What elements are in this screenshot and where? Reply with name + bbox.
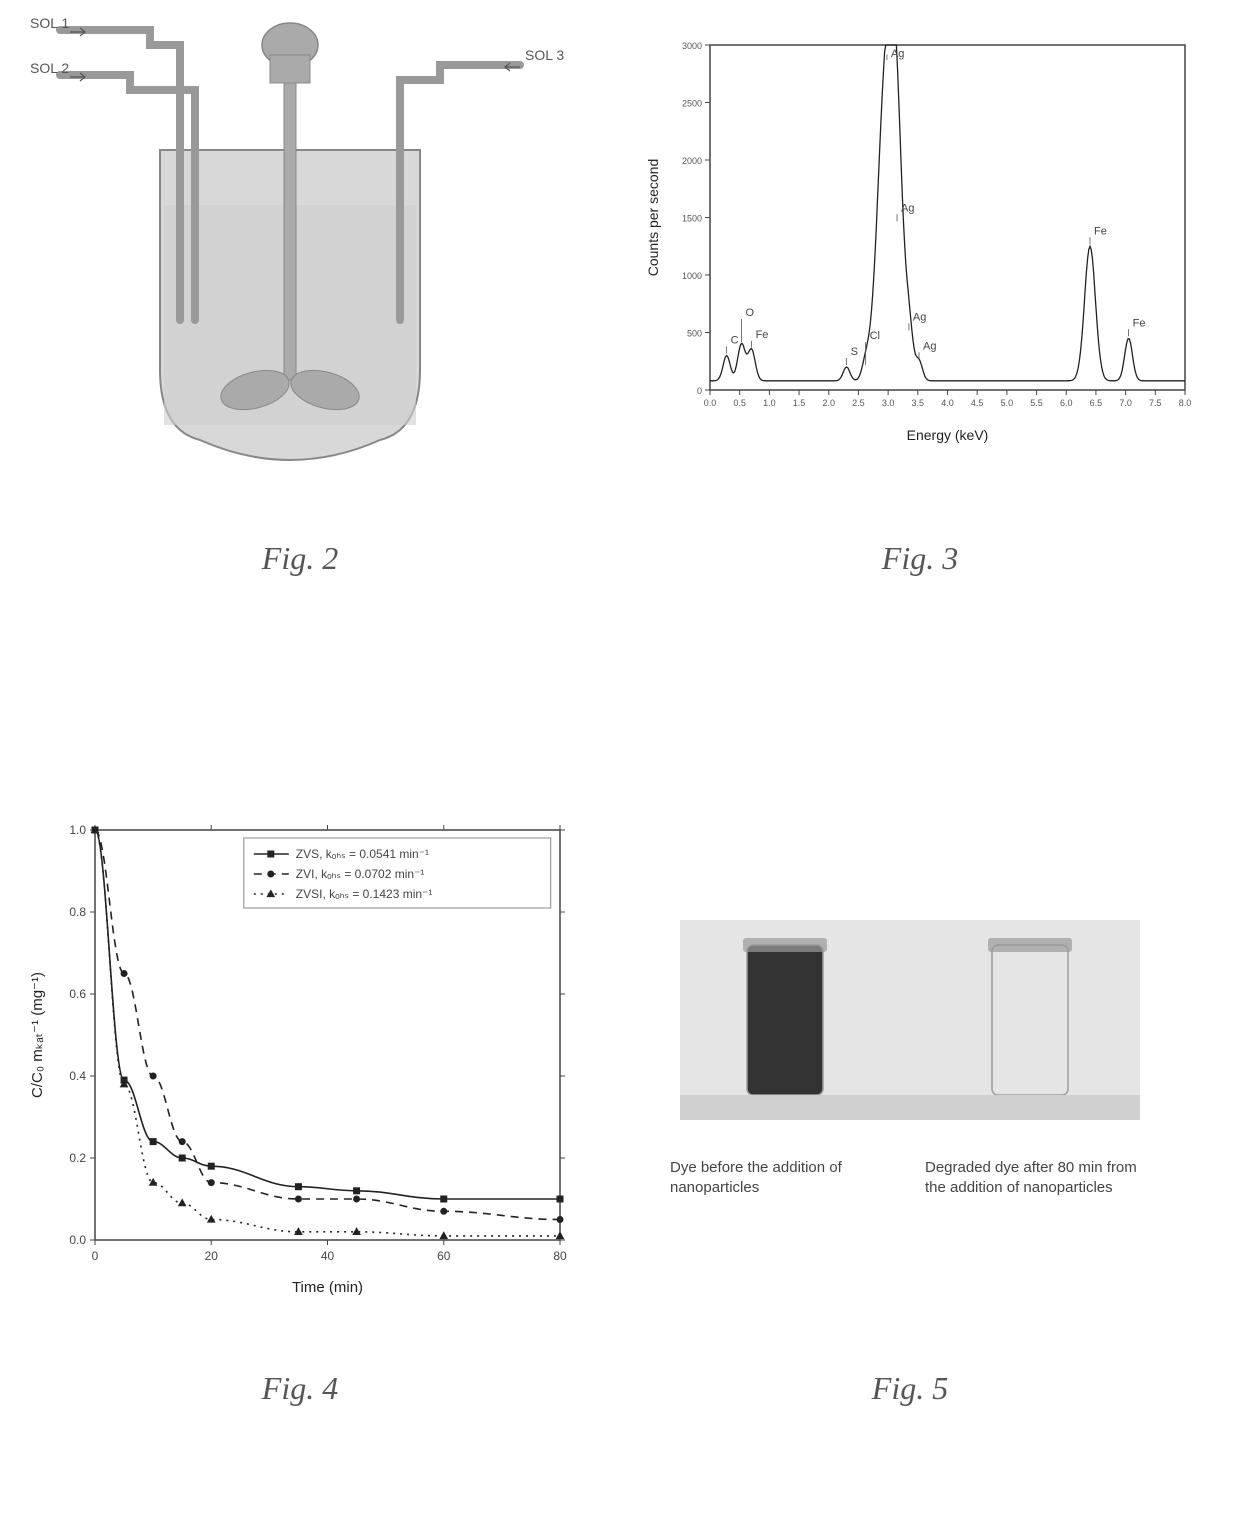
fig2-diagram: SOL 1 SOL 2 SOL 3: [20, 0, 580, 480]
svg-text:Counts per second: Counts per second: [645, 159, 661, 277]
svg-text:0: 0: [92, 1249, 99, 1263]
svg-text:0.8: 0.8: [69, 905, 86, 919]
fig5-panel: Dye before the addition of nanoparticles…: [650, 900, 1170, 1300]
svg-text:0.6: 0.6: [69, 987, 86, 1001]
svg-text:5.0: 5.0: [1001, 398, 1014, 408]
svg-text:7.5: 7.5: [1149, 398, 1162, 408]
svg-text:0.0: 0.0: [69, 1233, 86, 1247]
svg-text:60: 60: [437, 1249, 451, 1263]
svg-text:SOL 3: SOL 3: [525, 47, 564, 63]
svg-text:4.5: 4.5: [971, 398, 984, 408]
svg-text:SOL 1: SOL 1: [30, 15, 69, 31]
fig3-panel: 0 500 1000 1500 2000 2500 3000 0.0 0.5 1.0 1.5 2.0 2…: [640, 30, 1200, 480]
svg-text:Ag: Ag: [913, 312, 926, 324]
svg-text:Ag: Ag: [891, 48, 904, 60]
svg-text:40: 40: [321, 1249, 335, 1263]
svg-text:Energy (keV): Energy (keV): [907, 427, 989, 443]
fig5-caption: Fig. 5: [650, 1370, 1170, 1407]
svg-text:SOL 2: SOL 2: [30, 60, 69, 76]
svg-text:0: 0: [697, 386, 702, 396]
svg-text:C/C₀ mₖₐₜ⁻¹ (mg⁻¹): C/C₀ mₖₐₜ⁻¹ (mg⁻¹): [29, 972, 46, 1098]
svg-text:0.4: 0.4: [69, 1069, 86, 1083]
fig2-caption: Fig. 2: [20, 540, 580, 577]
svg-text:500: 500: [687, 329, 702, 339]
svg-text:Ag: Ag: [901, 202, 914, 214]
fig3-chart: 0 500 1000 1500 2000 2500 3000 0.0 0.5 1.0 1.5 2.0 2…: [640, 30, 1200, 450]
svg-text:Fe: Fe: [1133, 317, 1146, 329]
fig5-photo: [650, 900, 1170, 1150]
svg-text:2500: 2500: [682, 99, 702, 109]
svg-text:80: 80: [553, 1249, 567, 1263]
svg-text:1500: 1500: [682, 214, 702, 224]
svg-text:8.0: 8.0: [1179, 398, 1192, 408]
fig3-caption: Fig. 3: [640, 540, 1200, 577]
svg-text:7.0: 7.0: [1119, 398, 1132, 408]
fig5-label-after: Degraded dye after 80 min from the addit…: [925, 1158, 1150, 1197]
svg-text:0.0: 0.0: [704, 398, 717, 408]
svg-text:20: 20: [205, 1249, 219, 1263]
svg-text:2.0: 2.0: [822, 398, 835, 408]
svg-text:1000: 1000: [682, 271, 702, 281]
svg-text:2.5: 2.5: [852, 398, 865, 408]
svg-text:Time (min): Time (min): [292, 1279, 363, 1296]
svg-text:Ag: Ag: [923, 340, 936, 352]
fig4-chart: 0.0 0.2 0.4 0.6 0.8 1.0 0 20 40 60 80 Time (min) C/C…: [20, 810, 580, 1310]
svg-text:1.5: 1.5: [793, 398, 806, 408]
svg-text:0.5: 0.5: [733, 398, 746, 408]
svg-text:C: C: [731, 335, 739, 347]
svg-text:ZVS, kₒₕₛ = 0.0541 min⁻¹: ZVS, kₒₕₛ = 0.0541 min⁻¹: [296, 847, 429, 861]
svg-text:O: O: [745, 307, 754, 319]
svg-text:Fe: Fe: [756, 329, 769, 341]
svg-text:ZVSI, kₒₕₛ = 0.1423 min⁻¹: ZVSI, kₒₕₛ = 0.1423 min⁻¹: [296, 887, 433, 901]
svg-text:S: S: [851, 346, 858, 358]
svg-text:5.5: 5.5: [1030, 398, 1043, 408]
fig2-panel: SOL 1 SOL 2 SOL 3: [20, 0, 580, 500]
svg-text:4.0: 4.0: [941, 398, 954, 408]
svg-text:6.5: 6.5: [1090, 398, 1103, 408]
svg-text:Cl: Cl: [870, 330, 880, 342]
svg-text:2000: 2000: [682, 156, 702, 166]
svg-text:3000: 3000: [682, 41, 702, 51]
fig4-caption: Fig. 4: [20, 1370, 580, 1407]
svg-text:0.2: 0.2: [69, 1151, 86, 1165]
svg-text:1.0: 1.0: [763, 398, 776, 408]
svg-text:3.0: 3.0: [882, 398, 895, 408]
svg-text:1.0: 1.0: [69, 823, 86, 837]
svg-text:6.0: 6.0: [1060, 398, 1073, 408]
fig5-label-before: Dye before the addition of nanoparticles: [670, 1158, 895, 1197]
svg-text:ZVI, kₒₕₛ = 0.0702 min⁻¹: ZVI, kₒₕₛ = 0.0702 min⁻¹: [296, 867, 425, 881]
svg-text:Fe: Fe: [1094, 225, 1107, 237]
svg-text:3.5: 3.5: [912, 398, 925, 408]
fig4-panel: 0.0 0.2 0.4 0.6 0.8 1.0 0 20 40 60 80 Time (min) C/C…: [20, 810, 580, 1330]
